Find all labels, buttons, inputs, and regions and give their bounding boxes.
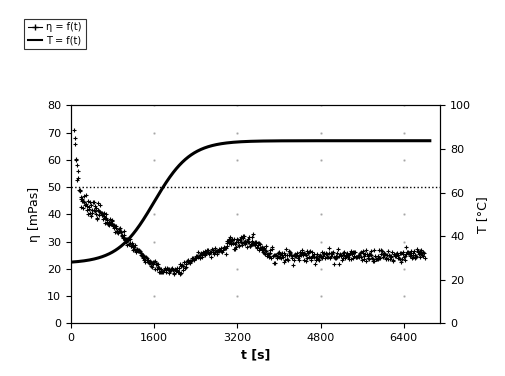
- X-axis label: t [s]: t [s]: [240, 349, 270, 362]
- Legend: η = f(t), T = f(t): η = f(t), T = f(t): [24, 18, 85, 49]
- Y-axis label: η [mPas]: η [mPas]: [28, 187, 41, 242]
- Y-axis label: T [°C]: T [°C]: [476, 196, 488, 233]
